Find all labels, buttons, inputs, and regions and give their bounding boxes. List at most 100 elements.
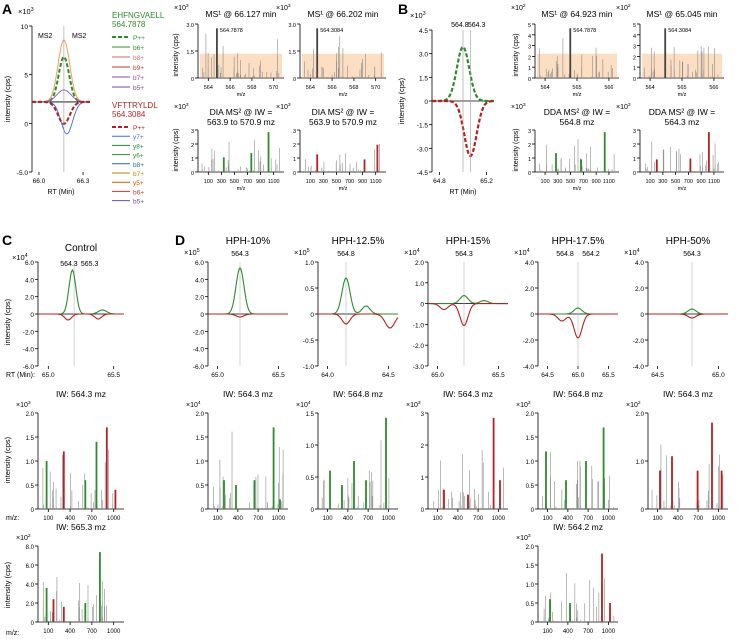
- exponent-sup: 4: [637, 248, 640, 254]
- ms2-label: MS2: [38, 33, 53, 40]
- green-trace: [208, 267, 288, 315]
- axes: 4.0 2.0 0 -2.0 -4.0 64.5 65.0: [633, 260, 728, 379]
- axis-exponent: ×103: [276, 3, 291, 12]
- peak-label: 564.8: [451, 22, 469, 29]
- y-axis-title: intensity (cps): [513, 33, 520, 76]
- axes: 6.0 4.0 2.0 0 -2.0 -4.0 -6.0 65.0 65.5: [193, 260, 288, 379]
- x-tick-label: 300: [658, 179, 667, 185]
- ms2-spectrum: [433, 417, 504, 509]
- ms2-title-line2: 563.9 to 570.9 mz: [309, 117, 377, 127]
- x-tick-label: 564: [540, 85, 549, 91]
- axis-exponent: ×104: [514, 248, 530, 257]
- axis-exponent: ×103: [276, 102, 291, 111]
- exponent-sup: 4: [417, 248, 420, 254]
- y-tick-label: 6.0: [195, 260, 204, 267]
- peak-label: 564.3: [455, 251, 473, 258]
- axis-exponent: ×103: [516, 533, 531, 542]
- axis-exponent: ×103: [174, 102, 189, 111]
- y7-trace: [32, 101, 90, 135]
- x-tick-label: 900: [358, 179, 367, 185]
- red-trace: [208, 313, 288, 318]
- x-tick-label: 566: [328, 85, 337, 91]
- legend-item: b5+: [133, 199, 144, 206]
- y-tick-label: 3: [633, 45, 636, 51]
- peak-label: 565.3: [81, 261, 99, 268]
- legend-item: b7+: [133, 75, 144, 82]
- y-tick-label: 1.0: [306, 444, 315, 450]
- axis-exponent: ×105: [184, 248, 200, 257]
- y-tick-label: 0: [420, 302, 424, 309]
- peptide-mz: 564.7878: [112, 20, 146, 29]
- y-axis-title: intensity (cps): [3, 298, 12, 345]
- y-tick-label: 0.5: [196, 484, 205, 490]
- y-tick-label: 0: [531, 508, 535, 514]
- legend-item: b6+: [133, 45, 144, 52]
- precursor-trace-2: [32, 100, 90, 125]
- x-tick-label: 570: [269, 85, 278, 91]
- x-tick-label: 400: [563, 516, 574, 522]
- y-tick-label: 1: [528, 66, 531, 72]
- x-tick-label: 300: [553, 179, 562, 185]
- y-tick-label: 0: [531, 621, 535, 627]
- y-axis-title: intensity (cps): [3, 436, 12, 483]
- legend-item: b7+: [133, 171, 144, 178]
- x-tick-label: 65.5: [107, 372, 120, 379]
- y-tick-label: -1.5: [417, 123, 429, 130]
- x-tick-label: 65.0: [572, 372, 585, 379]
- y-tick-label: -5.0: [17, 170, 29, 177]
- x-tick-label: 1000: [602, 629, 616, 635]
- axis-exponent: ×104: [12, 253, 28, 262]
- y-tick-label: -1.0: [303, 364, 315, 371]
- y-tick-label: 0: [191, 77, 194, 83]
- x-tick-label: 100: [213, 516, 224, 522]
- ms2-spectrum: [539, 132, 615, 172]
- y-tick-label: 3: [293, 129, 296, 135]
- exponent-sup: 2: [28, 533, 31, 539]
- x-tick-label: 700: [243, 179, 252, 185]
- y-tick-label: 0.5: [305, 286, 314, 293]
- mz-axis-title: m/z: [237, 92, 246, 98]
- ms1-title: MS¹ @ 64.923 min: [542, 9, 613, 19]
- y-tick-label: 0: [31, 508, 35, 514]
- axis-exponent: ×103: [511, 102, 526, 111]
- peak-label: 564.2: [582, 251, 600, 258]
- y-tick-label: 0: [200, 312, 204, 319]
- legend-item: P++: [133, 125, 145, 132]
- mz-axis-title: m/z: [339, 186, 348, 192]
- exponent-sup: 3: [418, 400, 421, 406]
- x-tick-label: 300: [319, 179, 328, 185]
- y-tick-label: 1: [633, 157, 636, 163]
- x-tick-label: 500: [671, 179, 680, 185]
- exponent-sup: 2: [523, 3, 526, 9]
- y-tick-label: 0: [424, 99, 428, 106]
- axes: 3 2 1 0 100 400 700 1000: [421, 412, 508, 522]
- ms2-spectrum: [645, 132, 719, 172]
- exponent-sup: 3: [423, 11, 426, 17]
- axes: 3 2 1 0 100 300 500 700 900 1100: [633, 129, 724, 185]
- y-tick-label: 0.5: [526, 602, 535, 608]
- panel-letter-C: C: [2, 232, 12, 248]
- axes: 3.0 1.5 0 564 566 568 570: [186, 23, 284, 91]
- x-tick-label: 568: [247, 85, 256, 91]
- x-tick-label: 100: [43, 516, 54, 522]
- y-tick-label: 3: [633, 129, 636, 135]
- y-tick-label: 1: [633, 66, 636, 72]
- x-tick-label: 400: [673, 516, 684, 522]
- x-tick-label: 500: [230, 179, 239, 185]
- red-trace: [318, 313, 399, 329]
- x-tick-label: 100: [323, 516, 334, 522]
- spectrum-title: IW: 564.3 mz: [223, 389, 273, 399]
- x-tick-label: 64.5: [382, 372, 395, 379]
- peak-label: 564.3: [231, 251, 249, 258]
- legend-item: b8+: [133, 55, 144, 62]
- y-tick-label: 5: [528, 23, 531, 29]
- axis-exponent: ×102: [516, 400, 531, 409]
- y-tick-label: 6.0: [26, 564, 35, 570]
- y-tick-label: 0: [293, 77, 296, 83]
- y-tick-label: 1: [421, 476, 425, 482]
- x-tick-label: 400: [343, 516, 354, 522]
- y-tick-label: -4.5: [417, 170, 429, 177]
- x-tick-label: 64.5: [541, 372, 554, 379]
- y-tick-label: 0: [24, 121, 28, 128]
- y-tick-label: 2: [528, 143, 531, 149]
